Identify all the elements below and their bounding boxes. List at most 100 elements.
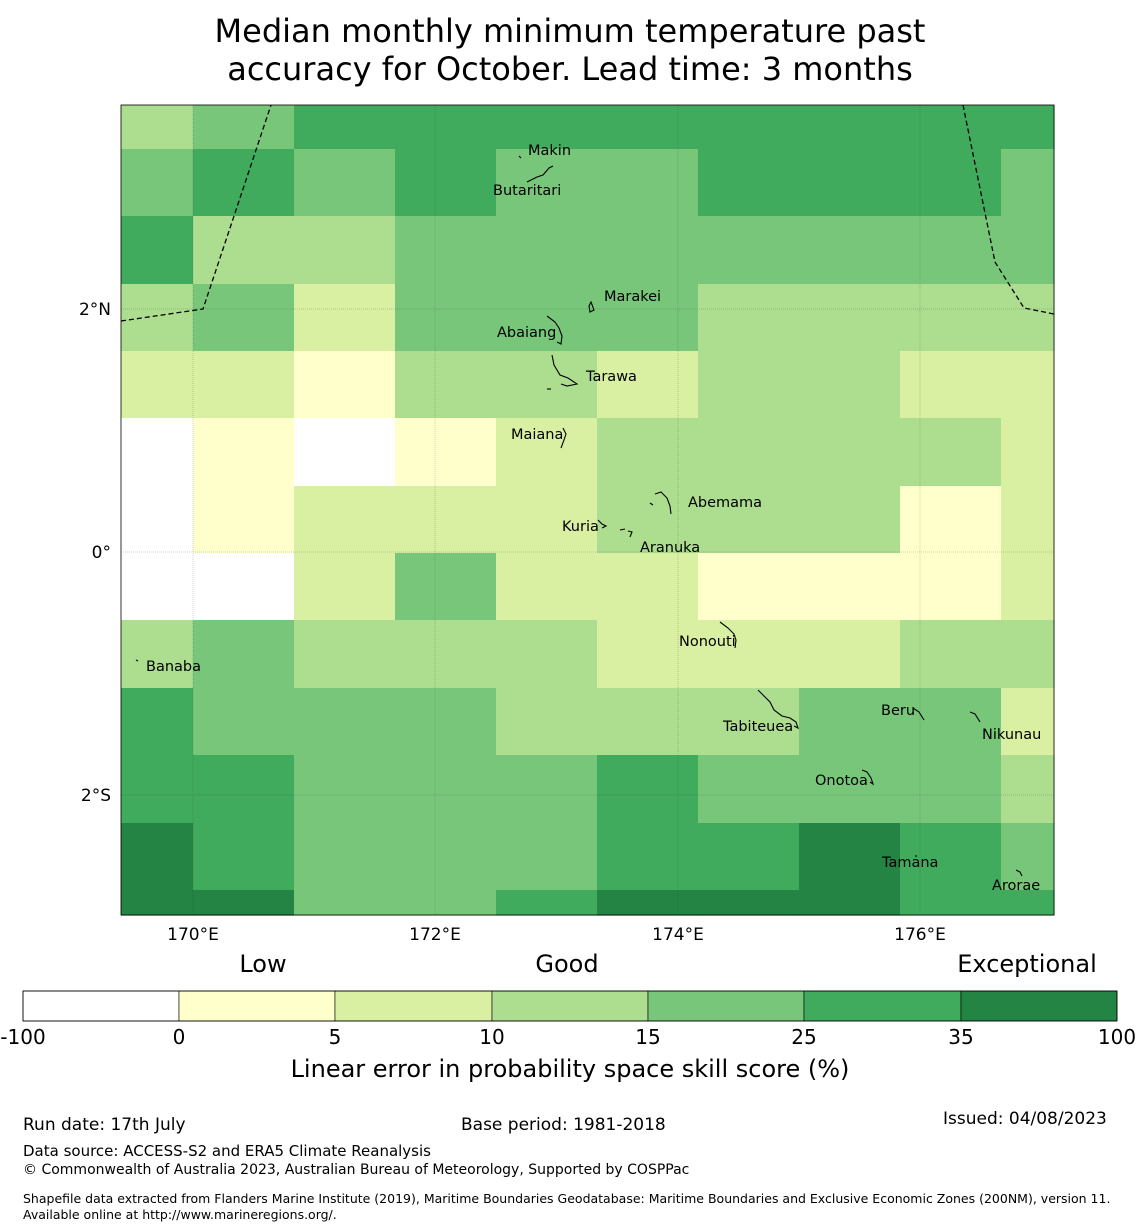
grid-cell (121, 486, 194, 554)
grid-cell (121, 890, 194, 916)
colorbar-tick-label: 25 (791, 1025, 816, 1049)
grid-cell (193, 284, 295, 352)
grid-cell (1001, 620, 1055, 689)
grid-cell (121, 620, 194, 689)
grid-cell (799, 216, 901, 285)
grid-cell (395, 890, 497, 916)
grid-cell (496, 755, 598, 824)
shapefile-credit: Shapefile data extracted from Flanders M… (23, 1191, 1111, 1222)
grid-cell (294, 351, 396, 419)
grid-cell (799, 149, 901, 217)
island-abemama-west (649, 502, 654, 506)
grid-cell (193, 149, 295, 217)
map-title-line-2: accuracy for October. Lead time: 3 month… (227, 50, 913, 88)
place-label-nikunau: Nikunau (982, 727, 1041, 743)
grid-cell (597, 216, 699, 285)
grid-cell (395, 486, 497, 554)
grid-cell (496, 105, 598, 150)
island-nonouti (719, 621, 737, 649)
grid-cell (597, 620, 699, 689)
place-label-makin: Makin (528, 143, 571, 159)
island-abaiang (546, 315, 563, 345)
grid-cell (121, 418, 194, 487)
place-label-arorae: Arorae (992, 878, 1040, 894)
grid-cell (1001, 890, 1055, 916)
grid-cell (395, 418, 497, 487)
grid-cell (496, 553, 598, 621)
grid-cell (1001, 486, 1055, 554)
grid-cell (294, 284, 396, 352)
grid-cell (799, 890, 901, 916)
grid-cell (193, 620, 295, 689)
grid-cell (395, 688, 497, 756)
grid-cell (294, 105, 396, 150)
grid-cell (121, 553, 194, 621)
grid-cell (900, 823, 1002, 891)
grid-cell (121, 216, 194, 285)
colorbar-category-label: Exceptional (957, 950, 1097, 978)
place-label-nonouti: Nonouti (679, 634, 736, 650)
grid-cell (698, 284, 800, 352)
grid-cell (597, 486, 699, 554)
grid-cell (121, 149, 194, 217)
grid-cell (698, 216, 800, 285)
island-onotoa (861, 769, 875, 786)
longitude-tick-labels: 170°E 172°E 174°E 176°E (167, 925, 946, 945)
island-beru (912, 707, 925, 721)
grid-cell (900, 105, 1002, 150)
grid-cell (1001, 553, 1055, 621)
map-frame (120, 104, 1055, 916)
grid-cell (698, 553, 800, 621)
grid-cell (1001, 149, 1055, 217)
grid-cell (121, 284, 194, 352)
eez-boundary-east (962, 104, 1055, 315)
grid-cell (698, 418, 800, 487)
grid-cell (900, 149, 1002, 217)
colorbar-tick-label: 10 (479, 1025, 504, 1049)
data-source: Data source: ACCESS-S2 and ERA5 Climate … (23, 1142, 431, 1160)
grid-cell (294, 890, 396, 916)
latitude-tick-label: 0° (92, 543, 111, 563)
grid-cell (496, 149, 598, 217)
place-label-abaiang: Abaiang (497, 325, 556, 341)
grid-cell (698, 688, 800, 756)
grid-cell (294, 823, 396, 891)
colorbar-swatch (178, 990, 336, 1022)
map-title-line-1: Median monthly minimum temperature past (214, 12, 926, 50)
grid-cell (496, 890, 598, 916)
colorbar-tick-label: -100 (0, 1025, 45, 1049)
grid-cell (698, 620, 800, 689)
island-butaritari (526, 165, 554, 183)
grid-cell (799, 755, 901, 824)
grid-cell (698, 890, 800, 916)
grid-cell (900, 553, 1002, 621)
latitude-tick-label: 2°S (81, 786, 111, 806)
colorbar-category-label: Low (239, 950, 286, 978)
island-makin (518, 155, 522, 159)
grid-cell (395, 105, 497, 150)
grid-cell (597, 284, 699, 352)
grid-cell (395, 216, 497, 285)
island-marakei (588, 300, 595, 313)
grid-cell (1001, 418, 1055, 487)
copyright: © Commonwealth of Australia 2023, Austra… (23, 1162, 690, 1178)
island-outlines (135, 155, 1023, 877)
eez-boundary-west (120, 104, 272, 322)
eez-boundaries (120, 104, 1055, 322)
island-abemama (654, 491, 672, 515)
grid-cell (294, 149, 396, 217)
run-date: Run date: 17th July (23, 1115, 186, 1135)
grid-cell (799, 486, 901, 554)
grid-cell (395, 553, 497, 621)
grid-cell (597, 553, 699, 621)
colorbar-tick-label: 15 (635, 1025, 660, 1049)
grid-cell (193, 418, 295, 487)
place-label-abemama: Abemama (688, 495, 762, 511)
grid-cell (698, 823, 800, 891)
grid-cell (294, 418, 396, 487)
grid-cell (496, 418, 598, 487)
place-label-tabiteuea: Tabiteuea (722, 719, 793, 735)
grid-cell (597, 688, 699, 756)
colorbar-swatch (22, 990, 180, 1022)
